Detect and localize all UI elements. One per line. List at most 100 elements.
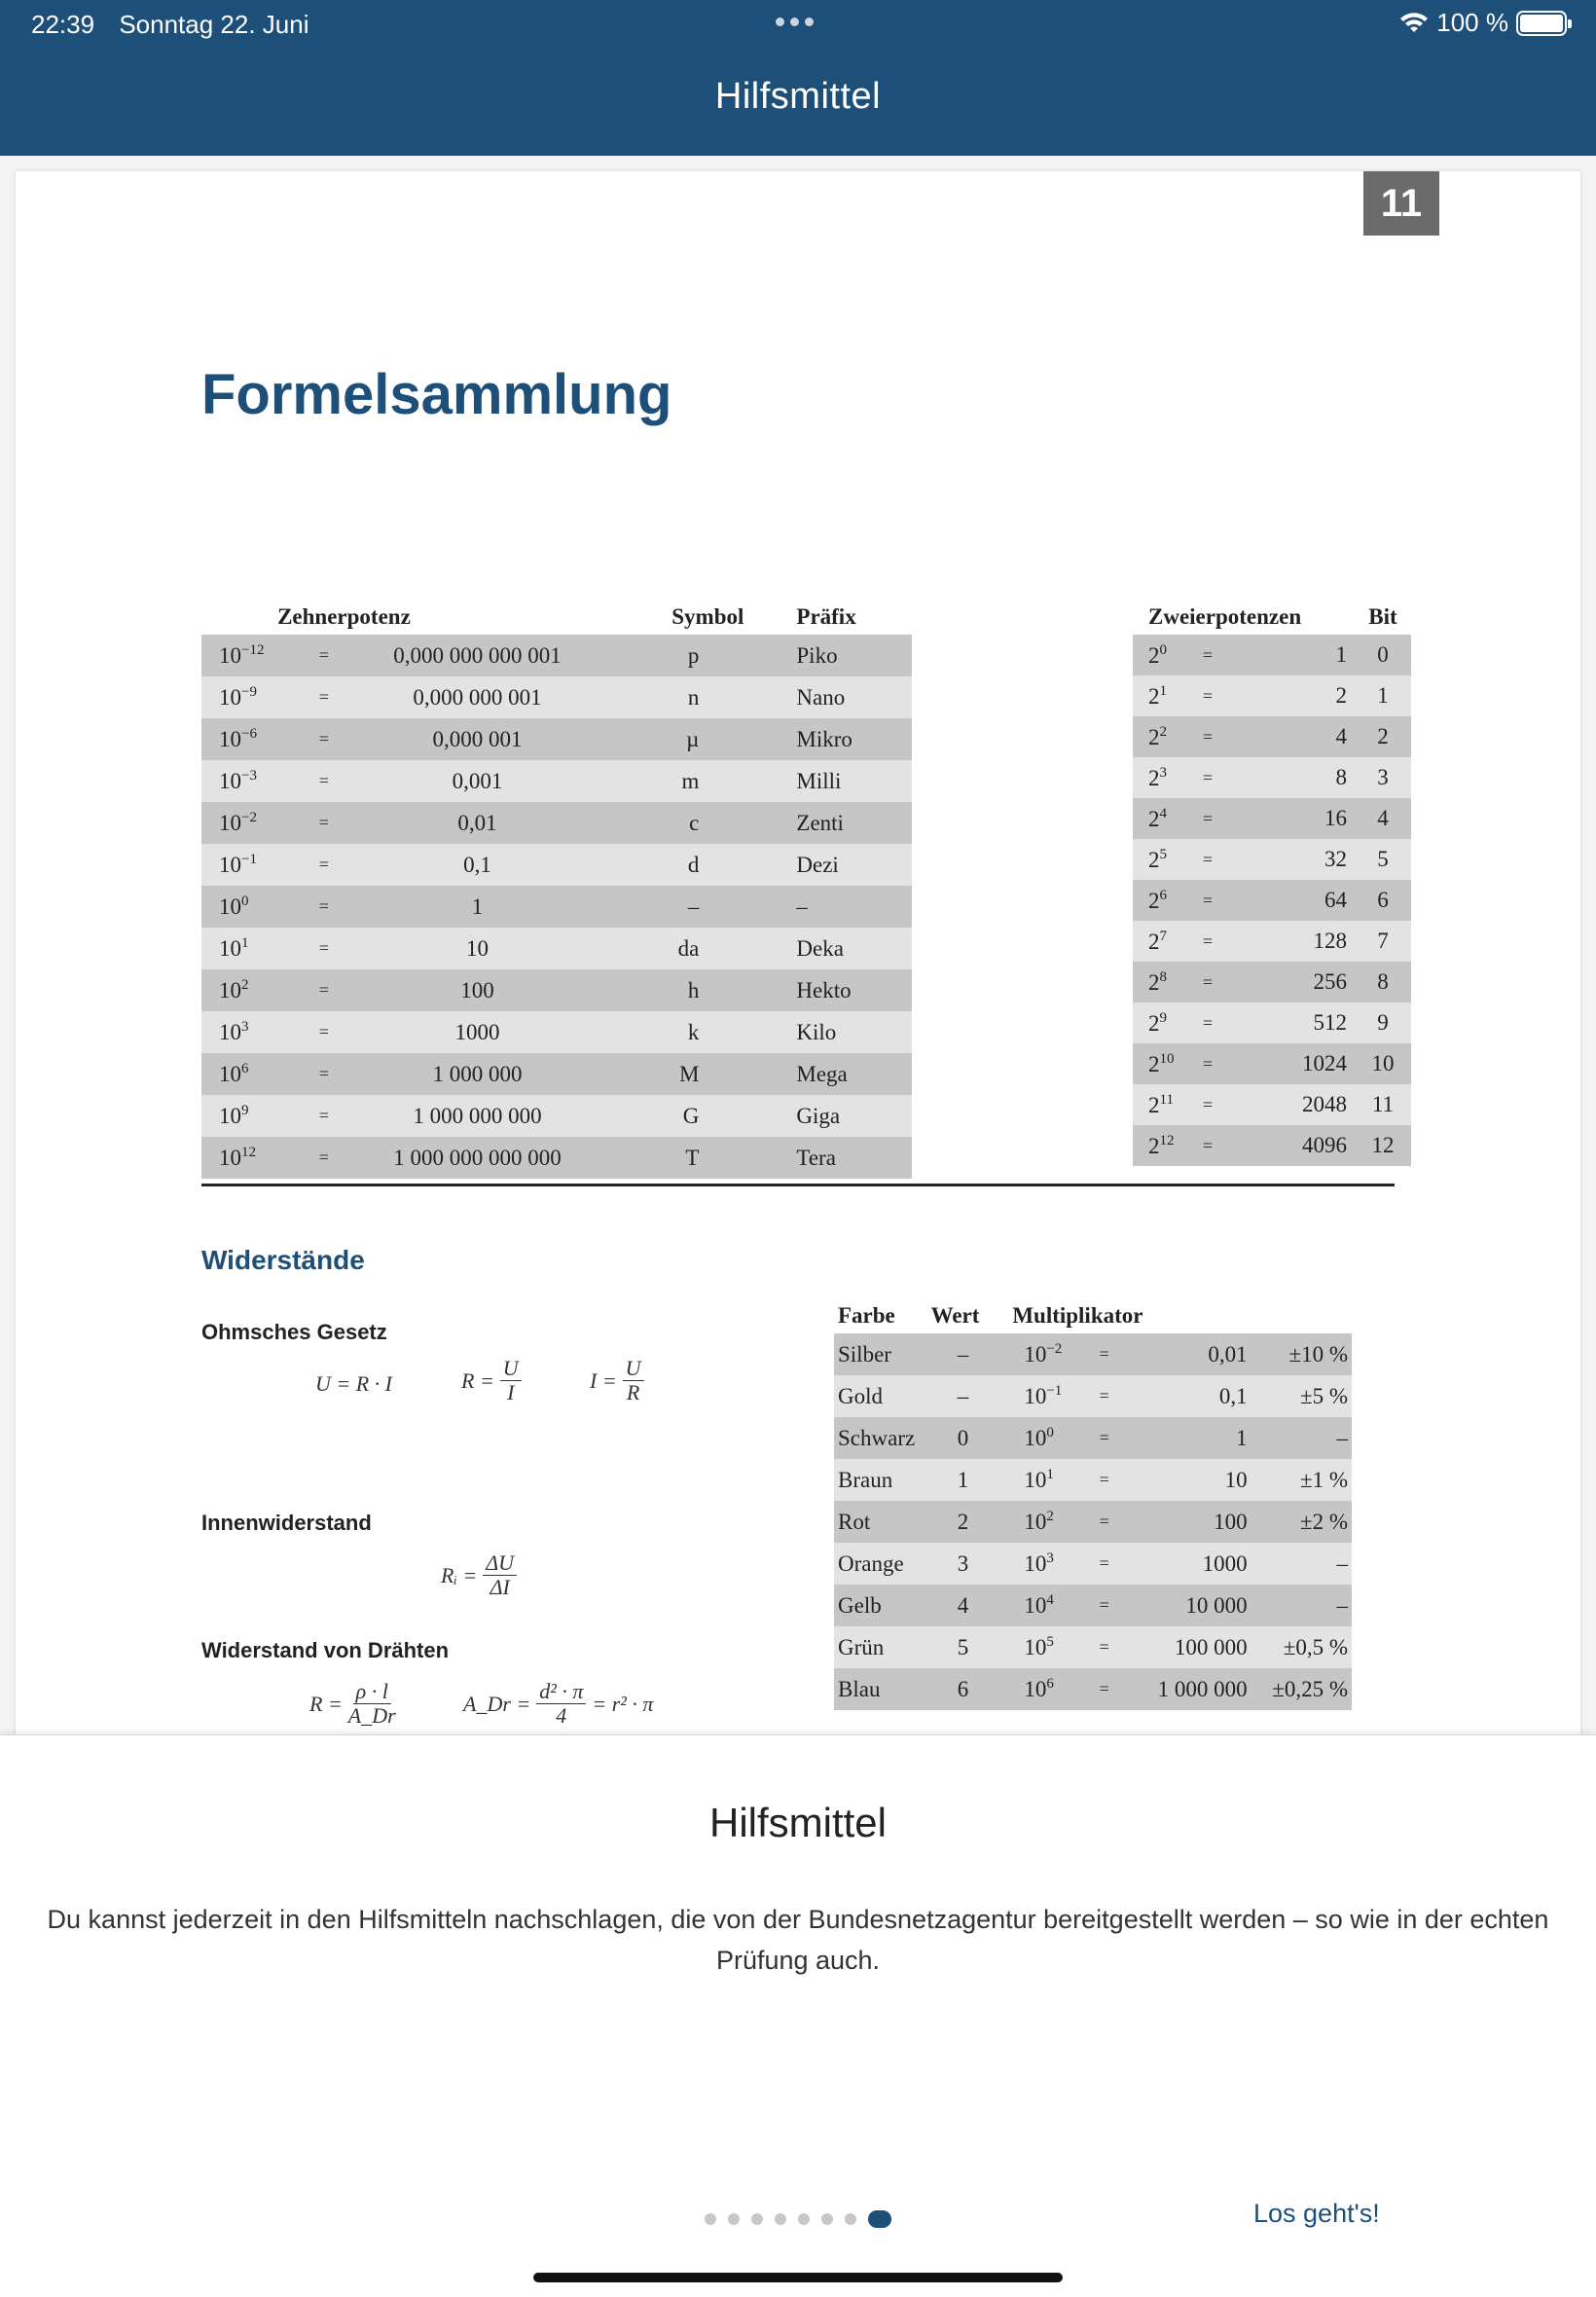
equals-cell: = [1193, 635, 1222, 675]
page-indicator[interactable] [705, 2210, 891, 2228]
power-cell: 100 [995, 1417, 1095, 1459]
table-row: 102 = 100 h Hekto [201, 969, 912, 1011]
page-dot[interactable] [798, 2213, 810, 2225]
power-cell: 211 [1133, 1084, 1193, 1125]
value-cell: 1000 [338, 1011, 617, 1053]
power-cell: 10−6 [201, 718, 310, 760]
tolerance-cell: ±0,25 % [1258, 1668, 1352, 1710]
equals-cell: = [1193, 1043, 1222, 1084]
symbol-cell: m [616, 760, 793, 802]
power-cell: 10−1 [201, 844, 310, 886]
table-row: 100 = 1– – [201, 886, 912, 928]
page-title: Hilfsmittel [714, 76, 882, 117]
value-cell: 0,1 [338, 844, 617, 886]
table-row: Braun 1 101 = 10 ±1 % [834, 1459, 1352, 1501]
power-cell: 109 [201, 1095, 310, 1137]
tolerance-cell: ±1 % [1258, 1459, 1352, 1501]
page-dot[interactable] [728, 2213, 740, 2225]
page-dot[interactable] [868, 2210, 891, 2228]
tolerance-cell: ±2 % [1258, 1501, 1352, 1543]
col-header-symbol: Symbol [671, 604, 744, 629]
power-cell: 25 [1133, 839, 1193, 880]
equals-cell: = [1094, 1626, 1115, 1668]
power-cell: 100 [201, 886, 310, 928]
power-cell: 23 [1133, 757, 1193, 798]
sheet-description: Du kannst jederzeit in den Hilfsmitteln … [47, 1905, 1549, 1975]
value-cell: 1 000 000 [338, 1053, 617, 1095]
symbol-cell: T [616, 1137, 793, 1179]
page-dot[interactable] [775, 2213, 786, 2225]
table-row: 101 = 10 da Deka [201, 928, 912, 969]
symbol-cell: d [616, 844, 793, 886]
power-cell: 10−1 [995, 1375, 1095, 1417]
equals-cell: = [1094, 1459, 1115, 1501]
status-bar-right: 100 % [1399, 8, 1572, 38]
symbol-cell: p [616, 635, 793, 676]
symbol-cell: h [616, 969, 793, 1011]
power-cell: 10−2 [995, 1333, 1095, 1375]
value-cell: 0,001 [338, 760, 617, 802]
multiplier-cell: 0,01 [1114, 1333, 1259, 1375]
symbol-cell: n [616, 676, 793, 718]
section-title-resistors: Widerstände [201, 1245, 365, 1275]
bit-cell: 11 [1355, 1084, 1411, 1125]
page-dot[interactable] [845, 2213, 856, 2225]
symbol-cell: k [616, 1011, 793, 1053]
page-number-badge: 11 [1363, 171, 1439, 236]
col-header-binary-power: Zweierpotenzen [1148, 604, 1302, 629]
document-viewer[interactable]: 11 Formelsammlung Zehnerpotenz Symbol Pr… [0, 156, 1596, 1734]
section-divider [201, 1184, 1395, 1186]
start-button[interactable]: Los geht's! [1253, 2199, 1380, 2228]
page-dot[interactable] [751, 2213, 763, 2225]
value-cell: 1 [930, 1459, 996, 1501]
power-cell: 28 [1133, 962, 1193, 1003]
value-cell: 0,000 000 001 [338, 676, 617, 718]
status-date: Sonntag 22. Juni [119, 10, 309, 39]
table-row: Gelb 4 104 = 10 000– [834, 1585, 1352, 1626]
power-cell: 101 [201, 928, 310, 969]
power-cell: 10−3 [201, 760, 310, 802]
table-row: Schwarz 0 100 = 1– [834, 1417, 1352, 1459]
table-row: 28 = 256 8 [1133, 962, 1411, 1003]
subtitle-inner-resistance: Innenwiderstand [201, 1511, 372, 1535]
table-row: 10−12 = 0,000 000 000 001 p Piko [201, 635, 912, 676]
equals-cell: = [309, 1053, 339, 1095]
value-cell: 8 [1222, 757, 1355, 798]
power-cell: 101 [995, 1459, 1095, 1501]
value-cell: 4 [1222, 716, 1355, 757]
equals-cell: = [1193, 839, 1222, 880]
power-cell: 106 [995, 1668, 1095, 1710]
table-row: 25 = 32 5 [1133, 839, 1411, 880]
equals-cell: = [309, 1137, 339, 1179]
color-cell: Orange [834, 1543, 931, 1585]
bit-cell: 4 [1355, 798, 1411, 839]
home-indicator [533, 2273, 1063, 2282]
power-cell: 10−2 [201, 802, 310, 844]
table-row: 10−9 = 0,000 000 001 n Nano [201, 676, 912, 718]
bit-cell: 10 [1355, 1043, 1411, 1084]
table-row: 10−1 = 0,1 d Dezi [201, 844, 912, 886]
table-row: 10−3 = 0,001 m Milli [201, 760, 912, 802]
bit-cell: 12 [1355, 1125, 1411, 1166]
symbol-cell: M [616, 1053, 793, 1095]
table-row: 27 = 128 7 [1133, 921, 1411, 962]
table-row: 23 = 8 3 [1133, 757, 1411, 798]
multitasking-dots-icon[interactable] [776, 18, 814, 26]
power-cell: 106 [201, 1053, 310, 1095]
table-row: 20 = 1 0 [1133, 635, 1411, 675]
value-cell: 5 [930, 1626, 996, 1668]
prefix-cell: Kilo [792, 1011, 912, 1053]
symbol-cell: G [616, 1095, 793, 1137]
symbol-cell: µ [616, 718, 793, 760]
value-cell: 2048 [1222, 1084, 1355, 1125]
page-dot[interactable] [821, 2213, 833, 2225]
equals-cell: = [1094, 1501, 1115, 1543]
value-cell: 4096 [1222, 1125, 1355, 1166]
equals-cell: = [1193, 757, 1222, 798]
color-cell: Grün [834, 1626, 931, 1668]
tolerance-cell: ±5 % [1258, 1375, 1352, 1417]
power-cell: 29 [1133, 1003, 1193, 1043]
page-dot[interactable] [705, 2213, 716, 2225]
power-cell: 103 [995, 1543, 1095, 1585]
symbol-cell: – [616, 886, 793, 928]
